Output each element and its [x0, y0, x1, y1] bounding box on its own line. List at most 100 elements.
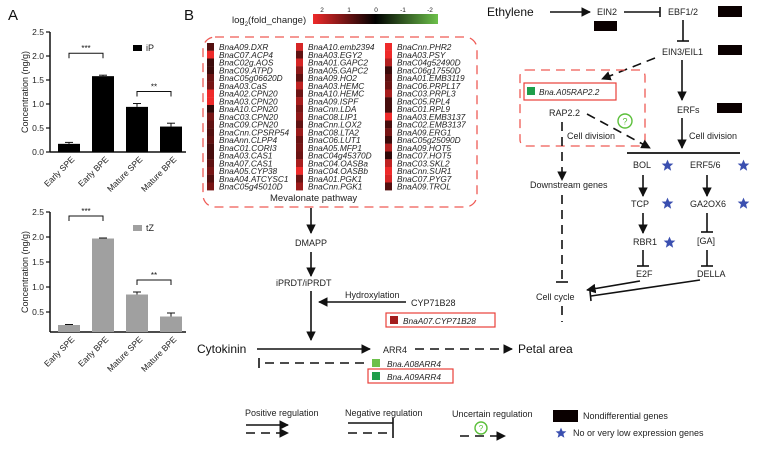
heatmap-cell: [385, 50, 392, 59]
rap22-gene-box: [523, 82, 617, 101]
y-tick-label: 0.0: [32, 147, 44, 157]
cytokinin-label: Cytokinin: [197, 342, 246, 356]
heatmap-row: BnaA03.EGY2: [296, 50, 362, 60]
heatmap-row: BnaA01.GAPC2: [296, 58, 368, 68]
heatmap-row: BnaA05.MFP1: [296, 143, 362, 153]
gene-label: BnaA09.DXR: [219, 42, 268, 52]
rap22-gene-label: Bna.A05RAP2.2: [539, 87, 600, 97]
uncertain-icon: [617, 113, 633, 129]
gene-label: BnaC02.EMB3137: [397, 120, 466, 130]
gene-label: BnaCnn.SUR1: [397, 166, 451, 176]
gene-label: BnaA03.CAS1: [219, 151, 273, 161]
gene-label: BnaC06g17550D: [397, 65, 461, 75]
heatmap-cell: [207, 128, 214, 137]
heatmap-cell: [385, 74, 392, 82]
cell-division-right-label: Cell division: [689, 131, 737, 141]
scale-tick-label: 2: [320, 7, 324, 14]
heatmap-cell: [296, 50, 303, 59]
y-tick-label: 1.0: [32, 282, 44, 292]
gene-label: BnaA04.ATCYSC1: [219, 174, 288, 184]
a09arr4-gene-box: [367, 368, 454, 384]
heatmap-row: BnaC07.HOT5: [385, 151, 452, 161]
heatmap-cell: [385, 143, 392, 152]
heatmap-cell: [385, 58, 392, 67]
ga-label: [GA]: [697, 236, 715, 246]
gene-label: BnaA09.TROL: [397, 182, 451, 192]
heatmap-cell: [296, 97, 303, 106]
heatmap-row: BnaA09.HOT5: [385, 143, 451, 153]
heatmap-row: BnaC05.RPL4: [385, 96, 450, 106]
gene-label: BnaCnn.PGK1: [308, 182, 362, 192]
gene-label: BnaA03.HEMC: [308, 81, 365, 91]
legend-uncertain-icon: [474, 421, 488, 435]
heatmap-row: BnaC04g45370D: [296, 151, 372, 161]
gene-label: BnaCnn.LOX2: [308, 120, 362, 130]
gene-label: BnaA09.ERG1: [397, 127, 451, 137]
gene-label: BnaA03.CaS: [219, 81, 267, 91]
heatmap-scale-title: log2(fold_change): [232, 15, 306, 28]
heatmap-row: BnaA10.CPN20: [207, 104, 278, 114]
heatmap-cell: [385, 66, 392, 75]
panel-label-a: A: [8, 7, 18, 24]
heatmap-row: BnaC07.PYG7: [385, 174, 452, 184]
heatmap-row: BnaA09.HO2: [296, 73, 357, 83]
heatmap-cell: [207, 50, 214, 59]
heatmap-row: BnaCnn.PHR2: [385, 42, 452, 52]
gene-label: BnaA10.emb2394: [308, 42, 375, 52]
dmapp-label: DMAPP: [295, 238, 327, 248]
gene-label: BnaA03.CPN20: [219, 96, 278, 106]
scale-tick-label: 1: [347, 7, 351, 14]
gene-label: BnaCnn.LDA: [308, 104, 357, 114]
gene-label: BnaA05.MFP1: [308, 143, 362, 153]
heatmap-row: BnaC05g25090D: [385, 135, 461, 145]
heatmap-cell: [296, 159, 303, 168]
heatmap-cell: [207, 105, 214, 113]
gene-label: BnaC09.CPN20: [219, 120, 278, 130]
heatmap-cell: [385, 167, 392, 175]
star-icon-erf56: [737, 159, 750, 171]
heatmap-row: BnaAnn.CLPP4: [207, 135, 278, 145]
bar: [160, 126, 182, 152]
heatmap-cell: [385, 81, 392, 90]
significance-label: ***: [81, 44, 90, 53]
bol-label: BOL: [633, 160, 651, 170]
petal-area-label: Petal area: [518, 342, 573, 356]
heatmap-cell: [385, 182, 392, 191]
heatmap-cell: [207, 159, 214, 168]
gene-label: BnaA03.EMB3137: [397, 112, 466, 122]
heatmap-cell: [296, 120, 303, 129]
y-tick-label: 1.5: [32, 75, 44, 85]
star-icon-rbr1: [663, 236, 676, 248]
gene-label: BnaC08.LTA2: [308, 127, 359, 137]
legend-swatch: [133, 45, 142, 51]
legend-low-expression-label: No or very low expression genes: [573, 428, 704, 438]
cyp71b28-expression-swatch: [390, 316, 398, 324]
heatmap-cell: [207, 89, 214, 98]
heatmap-row: BnaA04.ATCYSC1: [207, 174, 288, 184]
heatmap-cell: [385, 89, 392, 98]
gene-label: BnaC06.LUT1: [308, 135, 361, 145]
heatmap-cell: [385, 151, 392, 160]
y-tick-label: 1.5: [32, 257, 44, 267]
x-tick-label: Early BPE: [76, 154, 111, 189]
heatmap-row: BnaA10.emb2394: [296, 42, 375, 52]
a08arr4-expression-swatch: [372, 359, 380, 367]
y-tick-label: 2.0: [32, 232, 44, 242]
gene-label: BnaC03.SKL2: [397, 158, 450, 168]
significance-bracket: [136, 91, 172, 97]
heatmap-row: BnaC06.PRPL17: [385, 81, 461, 91]
bar: [92, 76, 114, 152]
ga2ox6-label: GA2OX6: [690, 199, 726, 209]
cell-division-left-label: Cell division: [567, 131, 615, 141]
scale-tick-label: -1: [400, 7, 406, 14]
erfs-label: ERFs: [677, 105, 700, 115]
heatmap-cell: [207, 43, 214, 51]
heatmap-row: BnaC08.LTA2: [296, 127, 359, 137]
heatmap-row: BnaC03.SKL2: [385, 158, 450, 168]
mevalonate-pathway-label: Mevalonate pathway: [270, 193, 357, 204]
ebf-nondiff-swatch: [718, 6, 742, 17]
x-tick-label: Early SPE: [42, 334, 77, 369]
heatmap-row: BnaC09.ATPD: [207, 65, 273, 75]
arr4-label: ARR4: [383, 345, 407, 355]
heatmap-cell: [296, 151, 303, 160]
